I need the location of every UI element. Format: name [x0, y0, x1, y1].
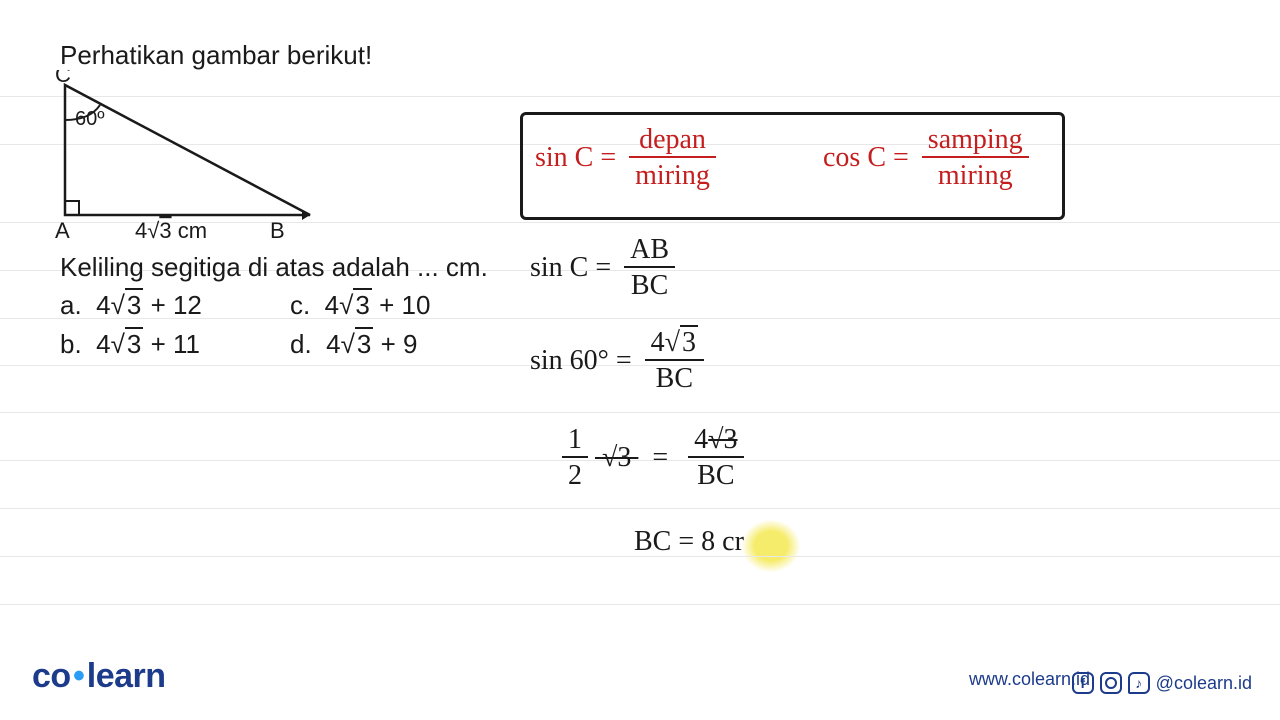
- tiktok-icon: ♪: [1128, 672, 1150, 694]
- sin-formula: sin C = depan miring: [535, 125, 716, 194]
- option-a: a. 4√3 + 12: [60, 290, 290, 321]
- answer-options: a. 4√3 + 12 c. 4√3 + 10 b. 4√3 + 11 d. 4…: [60, 290, 430, 368]
- problem-title: Perhatikan gambar berikut!: [60, 40, 372, 71]
- angle-c-label: 60º: [75, 108, 105, 130]
- page-footer: co • learn www.colearn.id f ♪ @colearn.i…: [0, 656, 1280, 696]
- work-step-3: 1 2 √3 = 4√3 BC: [556, 425, 744, 494]
- instagram-icon: [1100, 672, 1122, 694]
- work-step-1: sin C = AB BC: [530, 235, 675, 304]
- colearn-logo: co • learn: [32, 657, 166, 696]
- triangle-diagram: C 60º A B 4√3 cm: [55, 70, 325, 245]
- question-text: Keliling segitiga di atas adalah ... cm.: [60, 252, 488, 283]
- work-step-2: sin 60° = 4√3 BC: [530, 328, 704, 397]
- formula-reference-box: sin C = depan miring cos C = samping mir…: [520, 112, 1065, 220]
- vertex-b-label: B: [270, 218, 285, 243]
- cos-formula: cos C = samping miring: [823, 125, 1029, 194]
- vertex-a-label: A: [55, 218, 70, 243]
- option-b: b. 4√3 + 11: [60, 329, 290, 360]
- social-links: f ♪ @colearn.id: [1072, 672, 1252, 694]
- option-c: c. 4√3 + 10: [290, 290, 430, 321]
- facebook-icon: f: [1072, 672, 1094, 694]
- answer-highlight: [742, 520, 800, 572]
- worksheet-content: Perhatikan gambar berikut! C 60º A B 4√3…: [0, 0, 1280, 720]
- vertex-c-label: C: [55, 70, 71, 87]
- social-handle: @colearn.id: [1156, 673, 1252, 694]
- base-length-label: 4√3 cm: [135, 218, 207, 243]
- work-step-4: BC = 8 cr: [634, 526, 744, 558]
- option-d: d. 4√3 + 9: [290, 329, 417, 360]
